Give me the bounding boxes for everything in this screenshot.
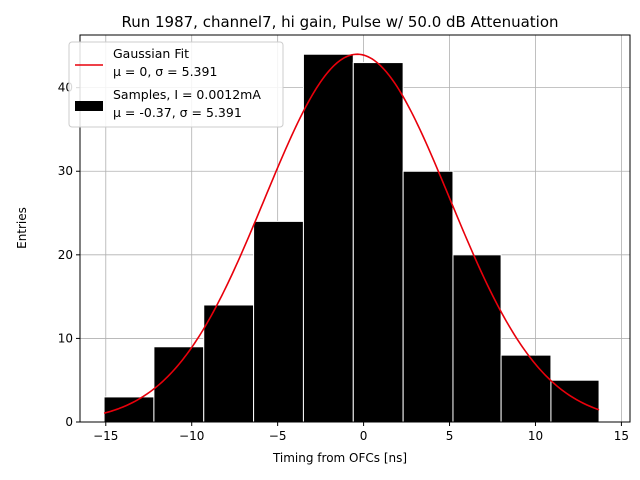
x-tick-label: 5 xyxy=(446,429,454,443)
x-axis-ticks: −15 −10 −5 0 5 10 15 xyxy=(93,422,629,443)
y-tick-label: 30 xyxy=(58,164,73,178)
y-tick-label: 0 xyxy=(65,415,73,429)
x-tick-label: 10 xyxy=(528,429,543,443)
y-tick-label: 10 xyxy=(58,331,73,345)
histogram-bar xyxy=(103,396,155,423)
plot-frame xyxy=(79,34,631,423)
histogram-bar xyxy=(153,346,205,423)
histogram-bar xyxy=(402,170,454,423)
legend-fit-label: Gaussian Fit xyxy=(113,46,189,61)
x-axis-label: Timing from OFCs [ns] xyxy=(272,451,407,465)
chart-title: Run 1987, channel7, hi gain, Pulse w/ 50… xyxy=(121,13,558,31)
legend-fit-params: μ = 0, σ = 5.391 xyxy=(113,64,217,79)
histogram-bar xyxy=(352,62,404,423)
y-tick-label: 20 xyxy=(58,248,73,262)
gaussian-fit-curve xyxy=(103,53,600,414)
histogram-bar xyxy=(452,254,502,423)
histogram-bars xyxy=(103,53,600,423)
x-tick-label: 15 xyxy=(614,429,629,443)
x-tick-label: −10 xyxy=(179,429,204,443)
histogram-bar xyxy=(500,354,552,423)
legend: Gaussian Fit μ = 0, σ = 5.391 Samples, I… xyxy=(68,41,284,128)
legend-samples-label: Samples, I = 0.0012mA xyxy=(113,87,261,102)
legend-samples-params: μ = -0.37, σ = 5.391 xyxy=(113,105,242,120)
legend-samples-swatch xyxy=(75,101,103,111)
x-tick-label: −15 xyxy=(93,429,118,443)
legend-box xyxy=(68,41,284,128)
x-tick-label: −5 xyxy=(269,429,287,443)
x-tick-label: 0 xyxy=(360,429,368,443)
histogram-bar xyxy=(203,304,255,423)
y-axis-label: Entries xyxy=(15,207,29,249)
histogram-bar xyxy=(253,220,304,423)
histogram-bar xyxy=(302,53,354,423)
